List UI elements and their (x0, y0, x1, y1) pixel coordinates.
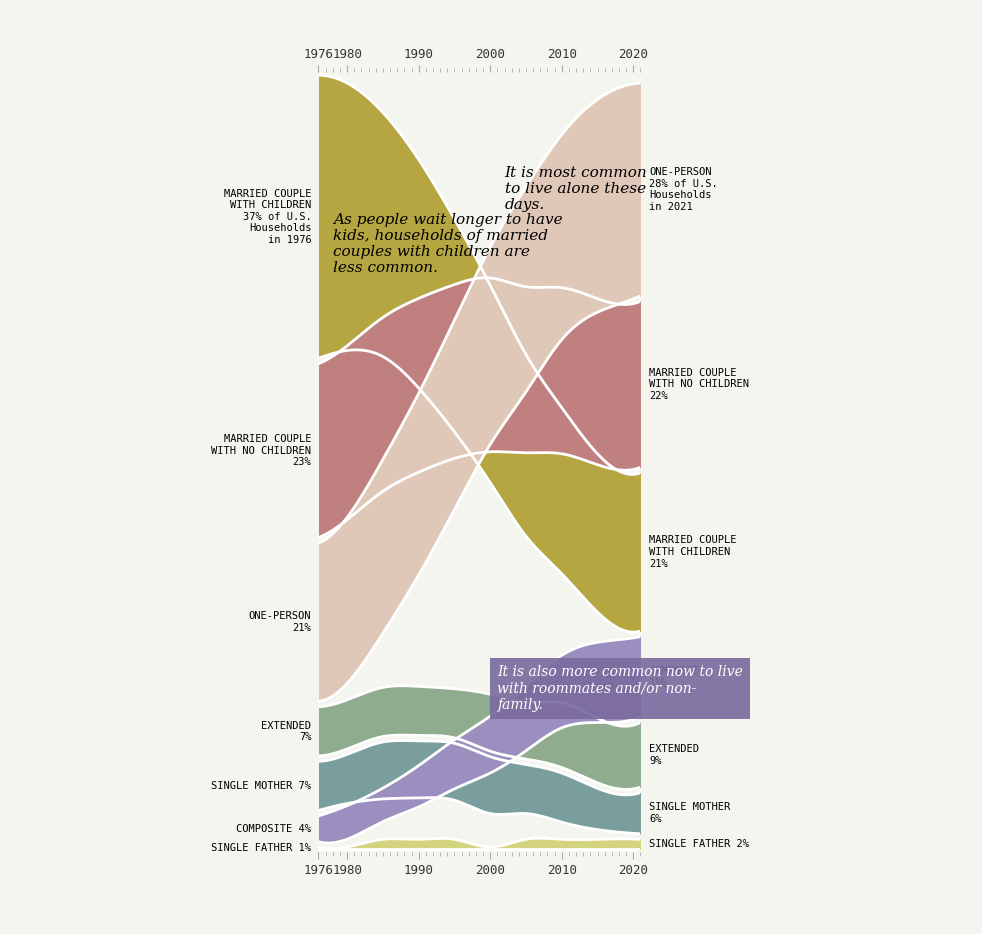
Text: COMPOSITE 4%: COMPOSITE 4% (237, 824, 311, 834)
Text: It is also more common now to live
with roommates and/or non-
family.: It is also more common now to live with … (497, 665, 743, 712)
Text: ONE-PERSON
21%: ONE-PERSON 21% (248, 612, 311, 633)
Text: MARRIED COUPLE
WITH CHILDREN
21%: MARRIED COUPLE WITH CHILDREN 21% (649, 535, 736, 569)
Text: MARRIED COUPLE
WITH NO CHILDREN
22%: MARRIED COUPLE WITH NO CHILDREN 22% (649, 368, 749, 401)
Text: COMPOSITE
11%: COMPOSITE 11% (649, 666, 705, 687)
Text: It is most common
to live alone these
days.: It is most common to live alone these da… (505, 166, 647, 212)
Text: EXTENDED
9%: EXTENDED 9% (649, 743, 699, 766)
Text: SINGLE MOTHER 7%: SINGLE MOTHER 7% (211, 781, 311, 791)
Text: ONE-PERSON
28% of U.S.
Households
in 2021: ONE-PERSON 28% of U.S. Households in 202… (649, 167, 718, 212)
Text: As people wait longer to have
kids, households of married
couples with children : As people wait longer to have kids, hous… (333, 213, 563, 276)
Text: MARRIED COUPLE
WITH NO CHILDREN
23%: MARRIED COUPLE WITH NO CHILDREN 23% (211, 434, 311, 467)
Text: SINGLE MOTHER
6%: SINGLE MOTHER 6% (649, 802, 731, 824)
Text: SINGLE FATHER 2%: SINGLE FATHER 2% (649, 840, 749, 849)
Text: EXTENDED
7%: EXTENDED 7% (261, 720, 311, 743)
Text: MARRIED COUPLE
WITH CHILDREN
37% of U.S.
Households
in 1976: MARRIED COUPLE WITH CHILDREN 37% of U.S.… (224, 189, 311, 245)
Text: SINGLE FATHER 1%: SINGLE FATHER 1% (211, 843, 311, 854)
